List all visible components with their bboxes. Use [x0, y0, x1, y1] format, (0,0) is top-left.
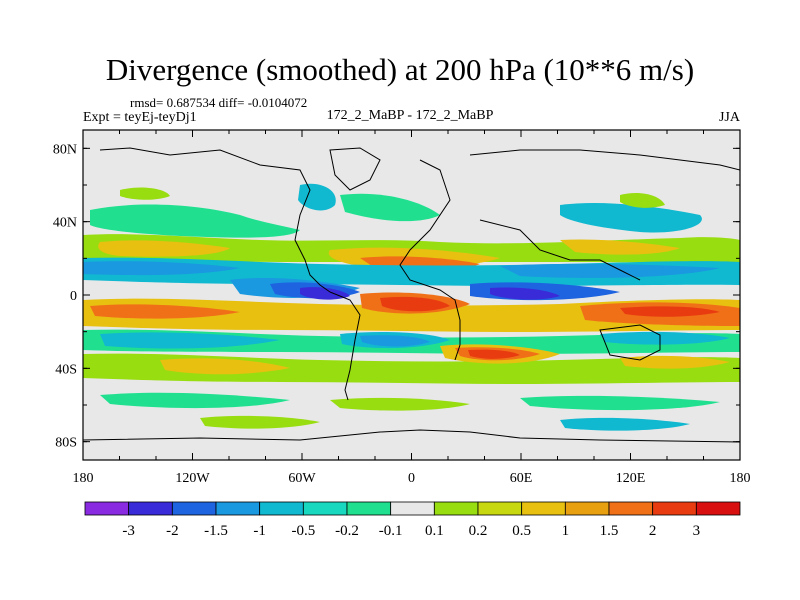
- band-div-40s-core4: [160, 358, 290, 375]
- colorbar-swatch: [171, 501, 217, 516]
- colorbar-swatch: [695, 501, 741, 516]
- colorbar-swatch: [346, 501, 392, 516]
- coast-asia: [469, 149, 740, 171]
- coast-north-america: [99, 147, 331, 293]
- colorbar-swatch: [259, 501, 304, 516]
- colorbar-label: -2: [166, 523, 179, 539]
- colorbar-swatch: [302, 501, 348, 516]
- band-conv-s-core3: [360, 335, 430, 347]
- x-tick-label: 120E: [616, 471, 646, 486]
- coastlines: [83, 147, 740, 443]
- colorbar-label: 1.5: [600, 523, 619, 539]
- y-tick-label: 80N: [53, 142, 77, 157]
- coast-australia: [599, 324, 661, 361]
- x-tick-label: 60W: [288, 471, 316, 486]
- colorbar-label: 1: [562, 523, 570, 539]
- colorbar-swatch: [215, 501, 261, 516]
- band-eq-core2: [300, 287, 350, 300]
- band-60s-d: [200, 415, 320, 429]
- band-conv-s-core1: [100, 332, 280, 349]
- colorbar-label: -0.5: [291, 523, 315, 539]
- band-40n-f: [120, 187, 170, 200]
- coast-greenland: [329, 147, 381, 191]
- colorbar-label: -1.5: [204, 523, 228, 539]
- y-tick-label: 80S: [55, 436, 77, 451]
- band-conv-s-core4: [600, 331, 730, 345]
- x-tick-label: 120W: [175, 471, 210, 486]
- colorbar-swatch: [477, 501, 523, 516]
- x-tick-label: 60E: [510, 471, 533, 486]
- y-tick-label: 40S: [55, 362, 77, 377]
- colorbar-label: -3: [122, 523, 135, 539]
- band-conv-10n-core1: [83, 261, 240, 276]
- colorbar-label: 0.5: [512, 523, 531, 539]
- x-tick-label: 180: [730, 471, 751, 486]
- band-60s-c: [520, 395, 720, 411]
- colorbar-label: 3: [693, 523, 701, 539]
- stats-label: rmsd= 0.687534 diff= -0.0104072: [130, 95, 308, 110]
- y-tick-label: 40N: [53, 216, 77, 231]
- x-tick-label: 180: [73, 471, 94, 486]
- colorbar-swatch: [433, 501, 479, 516]
- experiment-label: Expt = teyEj-teyDj1: [83, 110, 197, 125]
- band-60s-b: [330, 397, 470, 411]
- colorbar-swatch: [564, 501, 610, 516]
- band-40n-c: [340, 193, 440, 222]
- season-label: JJA: [718, 110, 740, 125]
- band-conv-10n-core2: [500, 263, 720, 278]
- y-tick-label: 0: [70, 289, 77, 304]
- band-div-s: [83, 298, 740, 332]
- colorbar-swatch: [390, 501, 435, 516]
- colorbar-label: -0.1: [379, 523, 403, 539]
- band-60s-a: [100, 392, 290, 409]
- colorbar: -3 -2 -1.5 -1 -0.5 -0.2 -0.1 0.1 0.2 0.5 1 1.5 2 3: [84, 501, 741, 539]
- colorbar-swatch: [521, 501, 566, 516]
- colorbar-label: 0.2: [469, 523, 488, 539]
- colorbar-label: -0.2: [335, 523, 359, 539]
- coast-antarctica: [83, 429, 740, 443]
- coast-europe-africa: [399, 159, 461, 361]
- band-div-s-core5: [620, 306, 720, 317]
- plot-title: Divergence (smoothed) at 200 hPa (10**6 …: [105, 52, 695, 87]
- axis-layer: 180 120W 60W 0 60E 120E 180 80N 40N 0 40S 80S: [53, 130, 751, 486]
- colorbar-swatch: [608, 501, 654, 516]
- band-sub-n-core1: [98, 240, 231, 257]
- colorbar-swatch: [84, 501, 130, 516]
- colorbar-label: -1: [253, 523, 266, 539]
- contour-field: [83, 130, 740, 460]
- coast-south-asia: [479, 219, 641, 281]
- case-label: 172_2_MaBP - 172_2_MaBP: [326, 108, 494, 123]
- colorbar-swatch: [652, 501, 697, 516]
- band-40n-a: [90, 204, 300, 238]
- band-sub-n-core4: [560, 239, 680, 255]
- band-div-40s-core3: [468, 349, 520, 359]
- colorbar-label: 0.1: [425, 523, 444, 539]
- band-div-s-core3: [380, 296, 450, 312]
- x-tick-label: 0: [408, 471, 415, 486]
- band-40n-d: [560, 203, 702, 233]
- band-60s-e: [560, 417, 690, 431]
- colorbar-swatch: [128, 501, 173, 516]
- colorbar-label: 2: [649, 523, 657, 539]
- band-div-40s-core5: [620, 355, 730, 369]
- band-40n-b: [298, 183, 336, 211]
- coast-south-america: [329, 291, 361, 401]
- band-div-s-core1: [90, 304, 240, 319]
- band-40n-e: [620, 193, 665, 208]
- band-eq-core4: [490, 287, 560, 300]
